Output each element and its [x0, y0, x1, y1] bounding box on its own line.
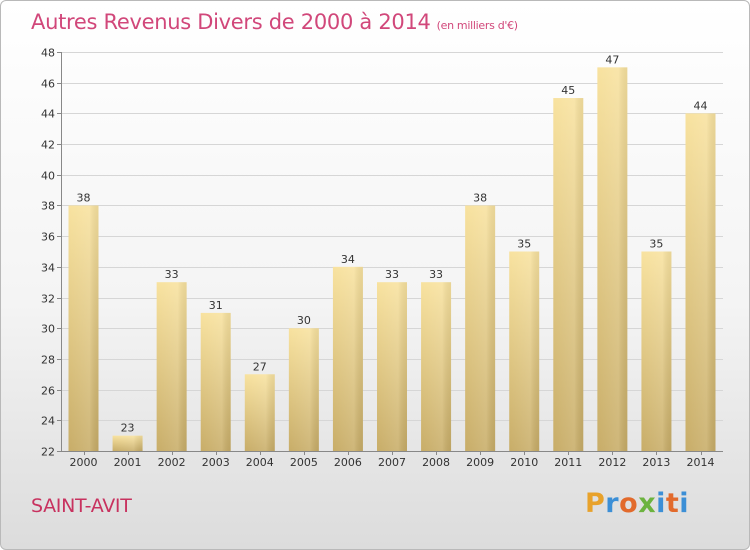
logo-letter: o [619, 488, 639, 519]
chart-title: Autres Revenus Divers de 2000 à 2014 (en … [31, 10, 518, 34]
value-label: 38 [77, 191, 91, 204]
value-label: 31 [209, 299, 223, 312]
y-tick-label: 46 [41, 78, 55, 91]
y-tick-label: 24 [41, 415, 55, 428]
axes [57, 52, 723, 455]
y-tick-label: 44 [41, 108, 55, 121]
y-tick-label: 32 [41, 293, 55, 306]
bars [68, 67, 716, 452]
bar-shading [377, 282, 407, 451]
x-tick-label: 2000 [70, 456, 98, 469]
bar-shading [685, 113, 716, 451]
value-label: 27 [253, 360, 267, 373]
x-tick-label: 2011 [554, 456, 582, 469]
bar-shading [200, 312, 231, 451]
value-label: 35 [649, 238, 663, 251]
x-tick-label: 2010 [510, 456, 538, 469]
value-label: 23 [121, 422, 135, 435]
value-label: 35 [517, 238, 531, 251]
x-tick-label: 2013 [642, 456, 670, 469]
value-label: 34 [341, 253, 355, 266]
value-label: 33 [385, 268, 399, 281]
x-tick-label: 2004 [246, 456, 274, 469]
y-tick-label: 36 [41, 231, 55, 244]
value-labels: 38 23 33 31 27 30 34 33 33 38 35 45 47 35 44 [77, 53, 708, 434]
y-tick-labels: 22 24 26 28 30 32 34 36 38 40 42 44 46 48 [41, 47, 55, 459]
value-label: 44 [694, 99, 708, 112]
bar-shading [597, 67, 628, 451]
y-tick-label: 30 [41, 323, 55, 336]
logo-letter: x [638, 488, 657, 519]
bar-shading [112, 435, 143, 451]
logo-letter: P [585, 488, 606, 519]
bar-shading [509, 251, 540, 451]
x-tick-label: 2007 [378, 456, 406, 469]
bar-shading [244, 374, 275, 451]
y-tick-label: 38 [41, 200, 55, 213]
y-tick-label: 48 [41, 47, 55, 60]
logo-letter: i [679, 488, 690, 519]
x-tick-label: 2001 [114, 456, 142, 469]
logo-letter: i [656, 488, 666, 519]
value-label: 33 [429, 268, 443, 281]
x-tick-label: 2009 [466, 456, 494, 469]
proxiti-logo[interactable]: Proxiti [585, 488, 689, 519]
value-label: 47 [605, 53, 619, 66]
x-tick-label: 2005 [290, 456, 318, 469]
commune-name: SAINT-AVIT [31, 495, 132, 517]
x-tick-label: 2003 [202, 456, 230, 469]
bar-shading [288, 328, 319, 451]
bar-shading [332, 266, 363, 451]
x-tick-label: 2014 [687, 456, 715, 469]
x-tick-label: 2002 [158, 456, 186, 469]
bar-shading [68, 205, 99, 451]
logo-letter: r [605, 488, 620, 519]
bar-shading [421, 282, 452, 451]
chart-title-text: Autres Revenus Divers de 2000 à 2014 [31, 10, 431, 34]
value-label: 45 [561, 84, 575, 97]
value-label: 33 [165, 268, 179, 281]
x-tick-label: 2006 [334, 456, 362, 469]
y-tick-label: 28 [41, 354, 55, 367]
x-tick-label: 2012 [598, 456, 626, 469]
bar-shading [465, 205, 496, 451]
value-label: 38 [473, 191, 487, 204]
y-tick-label: 26 [41, 385, 55, 398]
y-tick-label: 22 [41, 446, 55, 459]
value-label: 30 [297, 314, 311, 327]
y-tick-label: 40 [41, 170, 55, 183]
logo-letter: t [665, 488, 680, 519]
bar-shading [156, 282, 187, 451]
chart-unit: (en milliers d'€) [436, 19, 518, 32]
y-tick-label: 34 [41, 262, 55, 275]
bar-shading [553, 98, 584, 452]
x-tick-labels: 2000 2001 2002 2003 2004 2005 2006 2007 2008 2009… [70, 456, 715, 469]
x-tick-label: 2008 [422, 456, 450, 469]
y-tick-label: 42 [41, 139, 55, 152]
bar-shading [641, 251, 672, 451]
